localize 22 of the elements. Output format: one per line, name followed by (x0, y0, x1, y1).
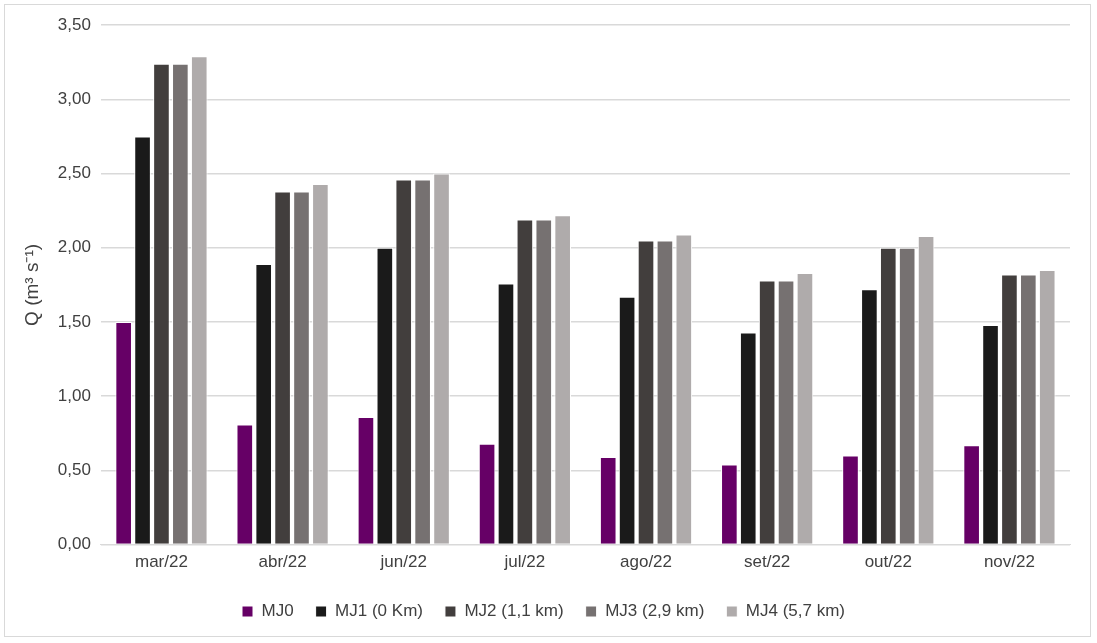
legend-label: MJ3 (2,9 km) (605, 601, 705, 621)
x-tick-label: set/22 (744, 552, 791, 572)
y-tick-label: 1,50 (57, 311, 91, 331)
x-tick-label: abr/22 (258, 552, 307, 572)
y-tick-label: 0,00 (57, 534, 91, 554)
x-tick-label: ago/22 (620, 552, 673, 572)
y-tick-label: 3,00 (57, 89, 91, 109)
y-tick-label: 0,50 (57, 460, 91, 480)
legend-label: MJ0 (261, 601, 294, 621)
y-tick-label: 3,50 (57, 14, 91, 34)
x-tick-label: mar/22 (135, 552, 188, 572)
x-tick-label: out/22 (864, 552, 912, 572)
x-tick-label: jun/22 (379, 552, 427, 572)
legend-label: MJ4 (5,7 km) (745, 601, 845, 621)
y-tick-label: 2,00 (57, 237, 91, 257)
legend-label: MJ1 (0 Km) (335, 601, 423, 621)
y-axis-title: Q (m³ s⁻¹) (20, 243, 42, 326)
x-tick-label: jul/22 (503, 552, 546, 572)
y-tick-label: 2,50 (57, 163, 91, 183)
x-tick-label: nov/22 (983, 552, 1035, 572)
y-tick-label: 1,00 (57, 385, 91, 405)
legend-label: MJ2 (1,1 km) (464, 601, 564, 621)
